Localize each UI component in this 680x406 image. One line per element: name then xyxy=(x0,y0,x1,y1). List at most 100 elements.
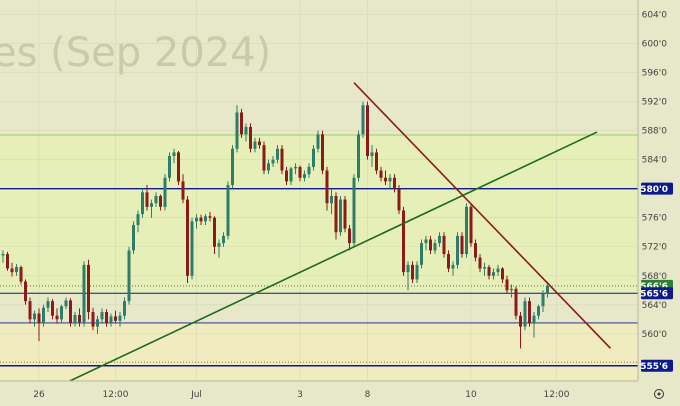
candle-body xyxy=(483,267,486,269)
candle-body xyxy=(213,217,216,247)
price-tick-label: 604'0 xyxy=(642,11,668,21)
time-tick-label: 12:00 xyxy=(544,390,570,400)
candle-body xyxy=(528,301,531,323)
candle-body xyxy=(78,314,81,323)
candle xyxy=(307,163,311,178)
candle-body xyxy=(141,192,144,215)
candle xyxy=(276,145,279,164)
candle-body xyxy=(19,267,23,282)
candle xyxy=(78,308,81,327)
candle xyxy=(42,304,45,327)
candle-body xyxy=(339,199,342,233)
trendline-0[interactable] xyxy=(38,131,598,397)
candle-body xyxy=(190,221,194,276)
candle xyxy=(397,185,401,215)
candle-body xyxy=(249,127,252,149)
candle xyxy=(55,308,59,324)
candle-body xyxy=(519,315,522,327)
candle xyxy=(532,312,536,338)
candle xyxy=(447,250,450,273)
price-tick-label: 576'0 xyxy=(642,214,668,224)
candle xyxy=(348,224,351,251)
candle-body xyxy=(411,264,414,280)
candle xyxy=(505,275,509,294)
candle xyxy=(451,261,455,276)
candle-body xyxy=(87,264,90,313)
candle xyxy=(303,170,306,182)
candle xyxy=(501,267,504,284)
price-badge-label: 565'6 xyxy=(640,289,668,299)
candle xyxy=(100,308,104,323)
candle xyxy=(492,268,495,280)
candle xyxy=(181,174,185,204)
candle xyxy=(420,239,423,269)
candle xyxy=(510,284,513,298)
candle-body xyxy=(523,301,527,327)
candle-body xyxy=(69,300,72,323)
settings-icon-center xyxy=(657,392,661,396)
candle xyxy=(19,265,23,285)
candle-body xyxy=(501,268,504,280)
candle xyxy=(370,145,374,167)
candle-body xyxy=(217,243,221,247)
candle-body xyxy=(321,134,324,171)
settings-icon xyxy=(654,389,664,399)
candle-body xyxy=(393,177,396,189)
candle xyxy=(352,174,356,247)
candle xyxy=(496,264,500,276)
time-tick-label: Jul xyxy=(190,390,202,400)
candle xyxy=(132,221,135,254)
candle-body xyxy=(204,216,207,222)
candle xyxy=(235,105,239,153)
candle xyxy=(136,210,140,233)
candle xyxy=(429,235,432,254)
candle-body xyxy=(456,235,459,265)
time-tick-label: 12:00 xyxy=(103,390,129,400)
candle xyxy=(474,239,477,262)
candle-body xyxy=(379,170,383,178)
time-axis-bg xyxy=(0,381,638,406)
candle-body xyxy=(55,315,59,320)
candle xyxy=(163,174,167,211)
candle-body xyxy=(366,105,369,157)
candle-body xyxy=(361,105,365,135)
candle xyxy=(321,130,324,175)
candle-body xyxy=(109,316,113,323)
candle-body xyxy=(370,152,374,157)
candle xyxy=(330,188,333,215)
candle-body xyxy=(294,166,297,169)
candle xyxy=(195,214,198,229)
candle xyxy=(226,181,230,240)
time-tick-label: 3 xyxy=(297,390,303,400)
candle xyxy=(15,264,18,276)
candle-body xyxy=(465,206,468,254)
candle xyxy=(460,232,464,258)
candle xyxy=(478,254,482,273)
candle-body xyxy=(307,166,311,175)
candle-body xyxy=(325,170,329,204)
candle-body xyxy=(42,307,45,323)
candle xyxy=(289,166,293,186)
trendlines xyxy=(38,82,612,397)
candle xyxy=(465,203,468,258)
time-axis[interactable]: 26 12:00 Jul 3 8 10 12:00 xyxy=(0,380,638,406)
candle-body xyxy=(118,315,122,321)
candle xyxy=(145,185,149,211)
candle xyxy=(118,312,122,327)
candle-body xyxy=(402,210,405,273)
candle-body xyxy=(235,112,239,149)
trendline-1[interactable] xyxy=(353,82,612,349)
candle xyxy=(177,150,180,186)
candle xyxy=(298,165,302,182)
price-badge-bg xyxy=(641,287,673,300)
price-axis[interactable]: 604'0 600'0 596'0 592'0 588'0 584'0 576'0 572'0… xyxy=(637,0,680,406)
price-badge-label: 580'0 xyxy=(640,185,668,195)
candle-body xyxy=(172,152,176,157)
candle xyxy=(433,239,437,254)
candle xyxy=(357,130,360,182)
settings-button[interactable] xyxy=(654,389,664,399)
time-tick-label: 10 xyxy=(465,390,477,400)
price-tick-label: 564'0 xyxy=(642,301,668,311)
candle xyxy=(271,156,275,167)
